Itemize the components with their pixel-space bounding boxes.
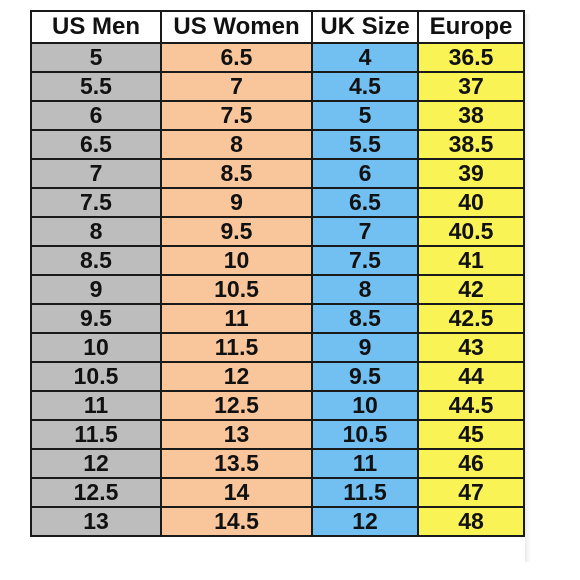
table-row: 11 12.5 10 44.5 xyxy=(30,390,525,421)
us-women-cell: 7.5 xyxy=(160,100,313,131)
uk-size-cell: 8 xyxy=(311,274,419,305)
us-men-cell: 10 xyxy=(30,332,162,363)
uk-size-cell: 9.5 xyxy=(311,361,419,392)
uk-size-cell: 9 xyxy=(311,332,419,363)
us-women-cell: 12 xyxy=(160,361,313,392)
uk-size-cell: 5 xyxy=(311,100,419,131)
us-men-cell: 6.5 xyxy=(30,129,162,160)
us-women-cell: 11.5 xyxy=(160,332,313,363)
us-men-cell: 11.5 xyxy=(30,419,162,450)
us-women-cell: 14.5 xyxy=(160,506,313,537)
us-men-cell: 8.5 xyxy=(30,245,162,276)
europe-cell: 42.5 xyxy=(417,303,525,334)
us-women-cell: 10 xyxy=(160,245,313,276)
table-row: 7 8.5 6 39 xyxy=(30,158,525,189)
us-women-cell: 12.5 xyxy=(160,390,313,421)
us-women-cell: 10.5 xyxy=(160,274,313,305)
us-women-cell: 14 xyxy=(160,477,313,508)
us-women-cell: 13 xyxy=(160,419,313,450)
us-women-cell: 7 xyxy=(160,71,313,102)
us-men-cell: 7.5 xyxy=(30,187,162,218)
europe-cell: 40 xyxy=(417,187,525,218)
table-body: 5 6.5 4 36.5 5.5 7 4.5 37 6 7.5 5 38 6.5 8 5.5 38.5 7 8.5… xyxy=(30,42,525,537)
europe-cell: 45 xyxy=(417,419,525,450)
uk-size-cell: 7 xyxy=(311,216,419,247)
us-women-cell: 9 xyxy=(160,187,313,218)
uk-size-cell: 11 xyxy=(311,448,419,479)
us-women-cell: 8 xyxy=(160,129,313,160)
table-row: 6 7.5 5 38 xyxy=(30,100,525,131)
europe-cell: 41 xyxy=(417,245,525,276)
europe-cell: 39 xyxy=(417,158,525,189)
table-row: 7.5 9 6.5 40 xyxy=(30,187,525,218)
us-women-cell: 9.5 xyxy=(160,216,313,247)
us-men-cell: 12.5 xyxy=(30,477,162,508)
uk-size-cell: 5.5 xyxy=(311,129,419,160)
header-europe: Europe xyxy=(417,10,525,44)
header-uk-size: UK Size xyxy=(311,10,419,44)
table-row: 8.5 10 7.5 41 xyxy=(30,245,525,276)
us-women-cell: 6.5 xyxy=(160,42,313,73)
table-row: 6.5 8 5.5 38.5 xyxy=(30,129,525,160)
europe-cell: 44.5 xyxy=(417,390,525,421)
uk-size-cell: 6.5 xyxy=(311,187,419,218)
us-men-cell: 8 xyxy=(30,216,162,247)
us-women-cell: 11 xyxy=(160,303,313,334)
us-men-cell: 7 xyxy=(30,158,162,189)
uk-size-cell: 12 xyxy=(311,506,419,537)
us-men-cell: 6 xyxy=(30,100,162,131)
table-row: 5.5 7 4.5 37 xyxy=(30,71,525,102)
europe-cell: 37 xyxy=(417,71,525,102)
table-row: 9.5 11 8.5 42.5 xyxy=(30,303,525,334)
us-men-cell: 5.5 xyxy=(30,71,162,102)
uk-size-cell: 4 xyxy=(311,42,419,73)
size-conversion-table: US Men US Women UK Size Europe 5 6.5 4 36.5… xyxy=(30,10,525,537)
us-women-cell: 8.5 xyxy=(160,158,313,189)
us-men-cell: 5 xyxy=(30,42,162,73)
table-row: 9 10.5 8 42 xyxy=(30,274,525,305)
uk-size-cell: 11.5 xyxy=(311,477,419,508)
table-row: 11.5 13 10.5 45 xyxy=(30,419,525,450)
europe-cell: 38.5 xyxy=(417,129,525,160)
uk-size-cell: 10.5 xyxy=(311,419,419,450)
table-row: 12 13.5 11 46 xyxy=(30,448,525,479)
table-row: 5 6.5 4 36.5 xyxy=(30,42,525,73)
uk-size-cell: 7.5 xyxy=(311,245,419,276)
uk-size-cell: 8.5 xyxy=(311,303,419,334)
header-us-women: US Women xyxy=(160,10,313,44)
table-edge-shadow xyxy=(525,14,531,562)
europe-cell: 42 xyxy=(417,274,525,305)
us-men-cell: 10.5 xyxy=(30,361,162,392)
header-us-men: US Men xyxy=(30,10,162,44)
europe-cell: 38 xyxy=(417,100,525,131)
uk-size-cell: 10 xyxy=(311,390,419,421)
europe-cell: 43 xyxy=(417,332,525,363)
us-women-cell: 13.5 xyxy=(160,448,313,479)
us-men-cell: 9 xyxy=(30,274,162,305)
table-row: 10 11.5 9 43 xyxy=(30,332,525,363)
europe-cell: 40.5 xyxy=(417,216,525,247)
table-row: 10.5 12 9.5 44 xyxy=(30,361,525,392)
europe-cell: 36.5 xyxy=(417,42,525,73)
europe-cell: 46 xyxy=(417,448,525,479)
us-men-cell: 9.5 xyxy=(30,303,162,334)
europe-cell: 47 xyxy=(417,477,525,508)
europe-cell: 44 xyxy=(417,361,525,392)
table-row: 8 9.5 7 40.5 xyxy=(30,216,525,247)
us-men-cell: 12 xyxy=(30,448,162,479)
europe-cell: 48 xyxy=(417,506,525,537)
us-men-cell: 11 xyxy=(30,390,162,421)
uk-size-cell: 4.5 xyxy=(311,71,419,102)
us-men-cell: 13 xyxy=(30,506,162,537)
uk-size-cell: 6 xyxy=(311,158,419,189)
table-row: 13 14.5 12 48 xyxy=(30,506,525,537)
table-row: 12.5 14 11.5 47 xyxy=(30,477,525,508)
header-row: US Men US Women UK Size Europe xyxy=(30,10,525,44)
